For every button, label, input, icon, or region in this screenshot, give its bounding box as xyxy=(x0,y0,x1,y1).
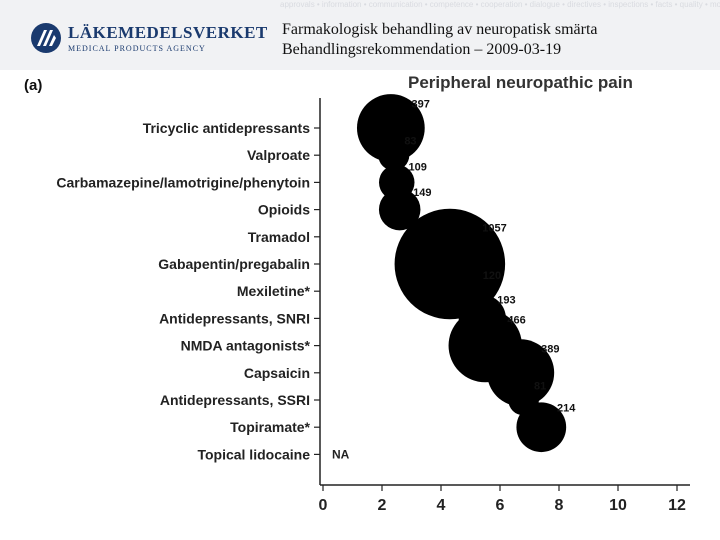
category-label: NMDA antagonists* xyxy=(181,338,311,354)
category-label: Antidepressants, SNRI xyxy=(159,310,310,326)
bubble-data-label: 1057 xyxy=(482,223,506,235)
x-tick-label: 2 xyxy=(378,497,387,514)
category-label: Opioids xyxy=(258,202,310,218)
bubble-data-label: 81 xyxy=(534,381,546,393)
bubble-data-label: 466 xyxy=(507,314,525,326)
x-tick-label: 0 xyxy=(319,497,328,514)
bubble-marker xyxy=(487,339,555,407)
bubble-data-label: 83 xyxy=(404,136,416,148)
bubble-data-label: 389 xyxy=(541,343,559,355)
category-label: Capsaicin xyxy=(244,365,310,381)
banner-background-words: approvals • information • communication … xyxy=(280,0,720,9)
category-label: Topiramate* xyxy=(230,419,310,435)
category-label: Mexiletine* xyxy=(237,283,311,299)
bubble-data-label: 109 xyxy=(409,162,427,174)
x-tick-label: 4 xyxy=(437,497,446,514)
category-label: Tricyclic antidepressants xyxy=(143,120,311,136)
panel-label: (a) xyxy=(24,77,42,94)
bubble-chart: (a) Peripheral neuropathic pain Tricycli… xyxy=(24,73,690,514)
agency-logo-icon xyxy=(31,23,61,53)
x-tick-label: 6 xyxy=(496,497,505,514)
bubble-data-label: 214 xyxy=(557,403,576,415)
agency-name: LÄKEMEDELSVERKET xyxy=(68,23,268,42)
slide-title-block: Farmakologisk behandling av neuropatisk … xyxy=(282,20,597,60)
slide-title: Farmakologisk behandling av neuropatisk … xyxy=(282,21,598,38)
bubble-marker xyxy=(378,188,421,231)
category-label: Gabapentin/pregabalin xyxy=(158,256,310,272)
bubble-marker xyxy=(378,139,410,171)
bubble-data-label: 149 xyxy=(413,187,431,199)
x-tick-label: 12 xyxy=(668,497,686,514)
agency-logo-text: LÄKEMEDELSVERKET MEDICAL PRODUCTS AGENCY xyxy=(68,24,268,54)
category-label: Topical lidocaine xyxy=(197,446,310,462)
bubble-data-label: 193 xyxy=(497,294,515,306)
category-label: Carbamazepine/lamotrigine/phenytoin xyxy=(56,174,310,190)
header-banner: approvals • information • communication … xyxy=(0,0,720,70)
agency-subtitle: MEDICAL PRODUCTS AGENCY xyxy=(68,44,206,53)
category-label: Antidepressants, SSRI xyxy=(160,392,310,408)
category-label: Tramadol xyxy=(248,229,310,245)
x-tick-label: 10 xyxy=(609,497,627,514)
bubble-marker xyxy=(516,402,567,453)
bubble-data-label: 120 xyxy=(483,270,501,282)
x-tick-label: 8 xyxy=(555,497,564,514)
bubble-marker xyxy=(356,94,425,162)
chart-title: Peripheral neuropathic pain xyxy=(408,73,633,92)
bubble-data-label: 397 xyxy=(411,98,429,110)
na-label: NA xyxy=(332,447,350,461)
slide-subtitle: Behandlingsrekommendation – 2009-03-19 xyxy=(282,41,562,58)
category-label: Valproate xyxy=(247,147,310,163)
